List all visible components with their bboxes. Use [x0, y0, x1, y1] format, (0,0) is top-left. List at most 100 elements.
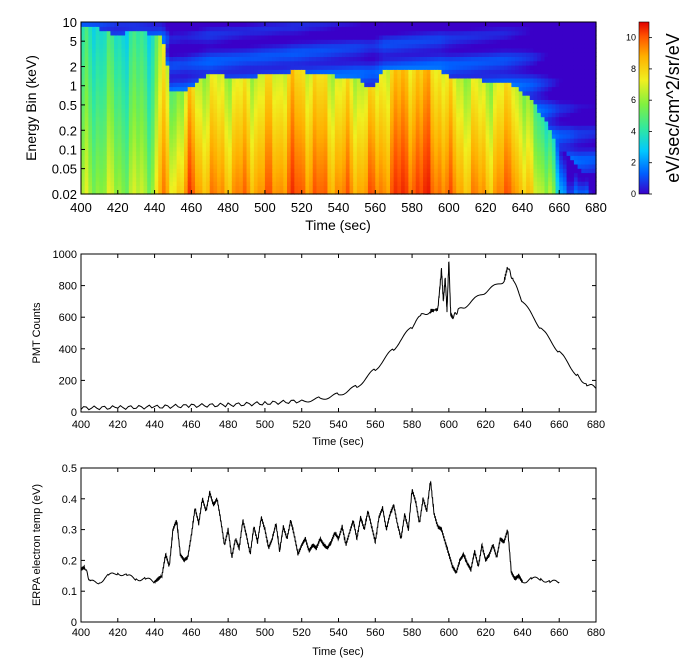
heatmap-cell: [338, 26, 343, 32]
heatmap-cell: [217, 108, 222, 113]
heatmap-cell: [496, 129, 501, 135]
heatmap-cell: [320, 65, 325, 70]
heatmap-cell: [139, 163, 145, 169]
heatmap-cell: [382, 125, 387, 131]
heatmap-cell: [522, 181, 527, 186]
heatmap-cell: [139, 43, 145, 49]
heatmap-cell: [198, 39, 203, 45]
heatmap-cell: [515, 116, 520, 122]
heatmap-cell: [125, 142, 130, 148]
heatmap-cell: [143, 120, 148, 126]
heatmap-cell: [261, 73, 266, 79]
heatmap-cell: [283, 47, 288, 53]
heatmap-cell: [327, 172, 332, 178]
heatmap-cell: [198, 181, 203, 186]
heatmap-cell: [184, 133, 189, 139]
heatmap-cell: [382, 69, 387, 75]
heatmap-cell: [301, 90, 306, 96]
heatmap-cell: [371, 151, 376, 156]
heatmap-cell: [95, 146, 100, 152]
heatmap-cell: [298, 69, 303, 75]
heatmap-cell: [206, 181, 211, 186]
heatmap-cell: [169, 90, 174, 96]
heatmap-cell: [99, 22, 104, 27]
heatmap-cell: [228, 26, 233, 32]
heatmap-cell: [309, 138, 314, 143]
heatmap-cell: [345, 155, 351, 161]
heatmap-cell: [345, 34, 351, 40]
heatmap-cell: [320, 163, 325, 169]
heatmap-cell: [342, 69, 347, 75]
heatmap-cell: [390, 181, 395, 186]
heatmap-cell: [481, 22, 487, 27]
heatmap-cell: [445, 60, 450, 66]
heatmap-cell: [272, 30, 277, 36]
heatmap-cell: [224, 108, 229, 113]
heatmap-cell: [441, 90, 446, 96]
heatmap-cell: [537, 39, 542, 45]
heatmap-cell: [125, 138, 130, 143]
heatmap-cell: [459, 142, 465, 148]
heatmap-cell: [191, 151, 196, 156]
heatmap-cell: [367, 142, 373, 148]
heatmap-cell: [467, 90, 472, 96]
heatmap-cell: [419, 146, 424, 152]
heatmap-cell: [92, 99, 97, 105]
heatmap-cell: [500, 77, 505, 83]
heatmap-cell: [158, 168, 163, 174]
heatmap-cell: [437, 95, 443, 100]
heatmap-cell: [246, 82, 251, 88]
heatmap-cell: [202, 138, 207, 143]
heatmap-cell: [290, 56, 295, 62]
heatmap-cell: [382, 142, 387, 148]
heatmap-cell: [81, 47, 86, 53]
heatmap-cell: [250, 181, 255, 186]
heatmap-cell: [386, 185, 391, 191]
heatmap-cell: [393, 95, 398, 100]
heatmap-cell: [500, 133, 505, 139]
heatmap-cell: [187, 159, 192, 165]
heatmap-cell: [217, 60, 222, 66]
heatmap-cell: [191, 90, 196, 96]
heatmap-cell: [224, 86, 229, 92]
heatmap-cell: [158, 155, 163, 161]
heatmap-cell: [169, 189, 174, 195]
heatmap-cell: [246, 155, 251, 161]
heatmap-cell: [404, 34, 409, 40]
heatmap-cell: [393, 112, 398, 118]
heatmap-cell: [364, 30, 369, 36]
heatmap-cell: [125, 30, 130, 36]
heatmap-cell: [279, 86, 284, 92]
heatmap-cell: [206, 129, 211, 135]
heatmap-cell: [202, 185, 207, 191]
heatmap-cell: [529, 69, 535, 75]
heatmap-cell: [213, 108, 218, 113]
heatmap-cell: [110, 181, 115, 186]
heatmap-cell: [125, 116, 130, 122]
heatmap-cell: [448, 82, 454, 88]
heatmap-cell: [253, 151, 259, 156]
heatmap-cell: [386, 103, 391, 109]
heatmap-cell: [228, 155, 233, 161]
heatmap-cell: [430, 39, 435, 45]
heatmap-cell: [121, 47, 126, 53]
heatmap-cell: [224, 65, 229, 70]
heatmap-cell: [187, 146, 192, 152]
heatmap-cell: [106, 65, 112, 70]
heatmap-cell: [353, 155, 358, 161]
heatmap-cell: [500, 159, 505, 165]
heatmap-cell: [334, 176, 340, 182]
heatmap-cell: [88, 47, 93, 53]
heatmap-cell: [147, 52, 152, 57]
heatmap-cell: [349, 129, 354, 135]
heatmap-cell: [323, 86, 329, 92]
heatmap-cell: [518, 125, 524, 131]
heatmap-cell: [331, 138, 336, 143]
heatmap-cell: [121, 185, 126, 191]
heatmap-cell: [172, 39, 178, 45]
heatmap-cell: [493, 189, 498, 195]
heatmap-cell: [456, 185, 461, 191]
heatmap-cell: [327, 176, 332, 182]
heatmap-cell: [305, 163, 310, 169]
heatmap-cell: [121, 176, 126, 182]
